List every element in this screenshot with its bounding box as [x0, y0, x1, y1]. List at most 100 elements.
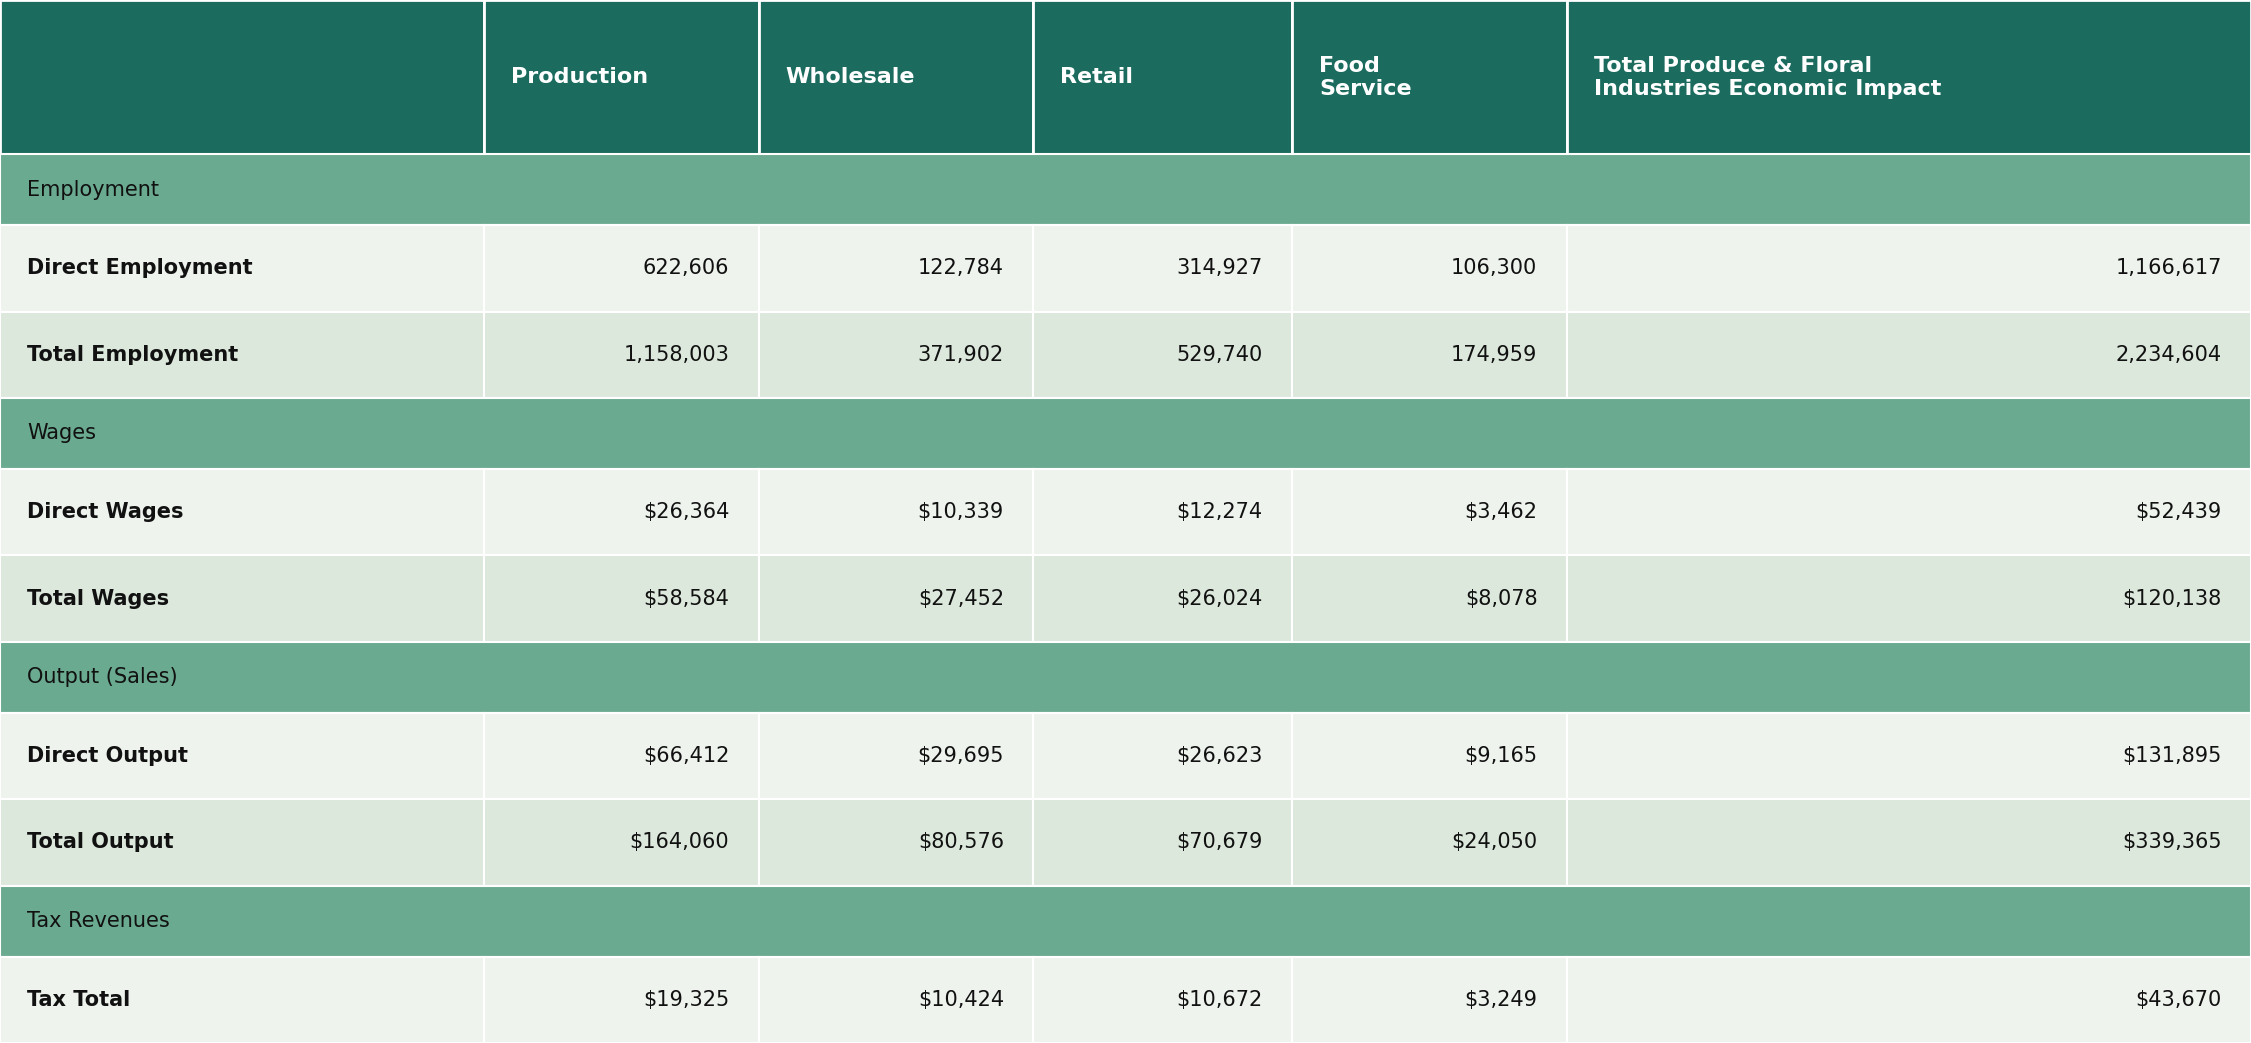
Bar — [0, 886, 2251, 956]
Bar — [1567, 225, 2251, 312]
Bar — [1567, 0, 2251, 154]
Bar — [1292, 0, 1567, 154]
Bar — [1567, 555, 2251, 641]
Bar — [1292, 555, 1567, 641]
Bar — [0, 469, 484, 555]
Bar — [0, 225, 484, 312]
Text: 1,158,003: 1,158,003 — [624, 345, 729, 365]
Bar — [0, 712, 484, 799]
Text: $70,679: $70,679 — [1177, 832, 1263, 852]
Bar — [484, 555, 759, 641]
Bar — [0, 0, 484, 154]
Bar — [1567, 712, 2251, 799]
Text: $80,576: $80,576 — [918, 832, 1004, 852]
Bar — [1567, 312, 2251, 398]
Text: Direct Wages: Direct Wages — [27, 502, 185, 523]
Text: $164,060: $164,060 — [630, 832, 729, 852]
Text: $131,895: $131,895 — [2123, 746, 2222, 766]
Text: $26,024: $26,024 — [1177, 588, 1263, 609]
Text: $26,364: $26,364 — [644, 502, 729, 523]
Text: 529,740: 529,740 — [1177, 345, 1263, 365]
Text: Total Output: Total Output — [27, 832, 173, 852]
Text: 622,606: 622,606 — [644, 259, 729, 278]
Text: 371,902: 371,902 — [918, 345, 1004, 365]
Text: $19,325: $19,325 — [644, 990, 729, 1010]
Bar — [1292, 312, 1567, 398]
Bar — [1292, 712, 1567, 799]
Bar — [1033, 0, 1292, 154]
Text: Tax Total: Tax Total — [27, 990, 131, 1010]
Text: $26,623: $26,623 — [1177, 746, 1263, 766]
Bar — [759, 555, 1033, 641]
Text: Wholesale: Wholesale — [786, 67, 916, 88]
Text: 106,300: 106,300 — [1452, 259, 1537, 278]
Bar — [0, 641, 2251, 712]
Text: Wages: Wages — [27, 423, 97, 443]
Text: Tax Revenues: Tax Revenues — [27, 912, 169, 931]
Text: $3,249: $3,249 — [1465, 990, 1537, 1010]
Bar — [0, 799, 484, 886]
Bar — [484, 712, 759, 799]
Bar — [484, 799, 759, 886]
Text: $10,339: $10,339 — [918, 502, 1004, 523]
Bar — [484, 469, 759, 555]
Text: 174,959: 174,959 — [1452, 345, 1537, 365]
Bar — [759, 0, 1033, 154]
Text: Total Wages: Total Wages — [27, 588, 169, 609]
Text: $3,462: $3,462 — [1465, 502, 1537, 523]
Bar — [484, 312, 759, 398]
Bar — [1567, 799, 2251, 886]
Bar — [759, 956, 1033, 1043]
Text: 2,234,604: 2,234,604 — [2116, 345, 2222, 365]
Text: Employment: Employment — [27, 179, 160, 199]
Text: $12,274: $12,274 — [1177, 502, 1263, 523]
Bar — [759, 312, 1033, 398]
Bar — [0, 398, 2251, 469]
Bar — [484, 225, 759, 312]
Text: 122,784: 122,784 — [918, 259, 1004, 278]
Bar — [1033, 956, 1292, 1043]
Bar — [1033, 712, 1292, 799]
Text: $24,050: $24,050 — [1452, 832, 1537, 852]
Bar — [0, 154, 2251, 225]
Bar — [1033, 225, 1292, 312]
Bar — [1033, 469, 1292, 555]
Text: Direct Employment: Direct Employment — [27, 259, 252, 278]
Text: Production: Production — [511, 67, 648, 88]
Text: $120,138: $120,138 — [2123, 588, 2222, 609]
Bar — [1292, 956, 1567, 1043]
Text: $52,439: $52,439 — [2136, 502, 2222, 523]
Text: Total Produce & Floral
Industries Economic Impact: Total Produce & Floral Industries Econom… — [1594, 55, 1940, 99]
Text: Food
Service: Food Service — [1319, 55, 1411, 99]
Text: Retail: Retail — [1060, 67, 1132, 88]
Bar — [0, 956, 484, 1043]
Text: $43,670: $43,670 — [2136, 990, 2222, 1010]
Text: Total Employment: Total Employment — [27, 345, 239, 365]
Bar — [1292, 225, 1567, 312]
Text: 1,166,617: 1,166,617 — [2116, 259, 2222, 278]
Text: Direct Output: Direct Output — [27, 746, 189, 766]
Bar — [759, 469, 1033, 555]
Bar — [484, 956, 759, 1043]
Bar — [484, 0, 759, 154]
Bar — [1033, 312, 1292, 398]
Text: $66,412: $66,412 — [644, 746, 729, 766]
Text: $29,695: $29,695 — [918, 746, 1004, 766]
Text: $58,584: $58,584 — [644, 588, 729, 609]
Bar — [759, 799, 1033, 886]
Bar — [1292, 799, 1567, 886]
Text: $27,452: $27,452 — [918, 588, 1004, 609]
Text: $339,365: $339,365 — [2123, 832, 2222, 852]
Bar — [0, 312, 484, 398]
Bar — [759, 712, 1033, 799]
Bar — [1033, 799, 1292, 886]
Text: $9,165: $9,165 — [1465, 746, 1537, 766]
Text: Output (Sales): Output (Sales) — [27, 668, 178, 687]
Text: 314,927: 314,927 — [1177, 259, 1263, 278]
Text: $10,672: $10,672 — [1177, 990, 1263, 1010]
Bar — [1567, 469, 2251, 555]
Bar — [1567, 956, 2251, 1043]
Bar — [0, 555, 484, 641]
Text: $8,078: $8,078 — [1465, 588, 1537, 609]
Bar — [1292, 469, 1567, 555]
